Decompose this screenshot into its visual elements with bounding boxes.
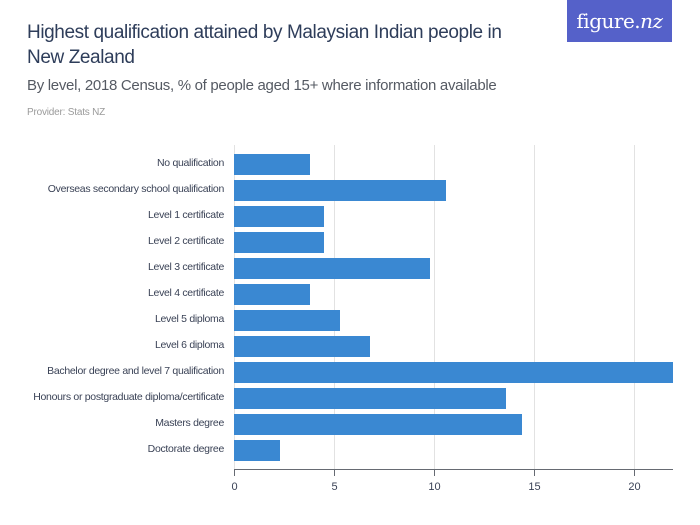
category-label: Bachelor degree and level 7 qualificatio… xyxy=(47,365,224,377)
x-axis-tick xyxy=(534,469,535,476)
category-label: Level 3 certificate xyxy=(147,261,224,273)
figure-nz-logo[interactable]: figure. nz xyxy=(567,0,672,42)
bar[interactable] xyxy=(234,362,673,383)
bar[interactable] xyxy=(234,440,280,461)
category-label: Doctorate degree xyxy=(147,443,225,455)
category-label: No qualification xyxy=(157,157,224,169)
bar[interactable] xyxy=(234,154,310,175)
x-axis-tick xyxy=(634,469,635,476)
bar[interactable] xyxy=(234,284,310,305)
x-axis-tick-label: 5 xyxy=(331,481,338,493)
category-label: Masters degree xyxy=(155,417,224,429)
gridline xyxy=(434,145,435,469)
x-axis-tick-label: 20 xyxy=(628,481,641,493)
bar[interactable] xyxy=(234,310,340,331)
category-label: Level 1 certificate xyxy=(147,209,224,221)
provider-label: Provider: Stats NZ xyxy=(27,107,106,118)
chart-subtitle: By level, 2018 Census, % of people aged … xyxy=(27,77,497,94)
category-label: Honours or postgraduate diploma/certific… xyxy=(33,391,224,403)
logo-accent: nz xyxy=(640,9,663,33)
bar[interactable] xyxy=(234,206,324,227)
category-label: Level 4 certificate xyxy=(147,287,224,299)
gridline xyxy=(534,145,535,469)
gridline xyxy=(634,145,635,469)
gridline xyxy=(334,145,335,469)
bar[interactable] xyxy=(234,336,370,357)
category-label: Level 2 certificate xyxy=(147,235,224,247)
category-label: Overseas secondary school qualification xyxy=(47,183,225,195)
logo-text: figure. xyxy=(576,9,641,33)
x-axis-tick xyxy=(334,469,335,476)
category-label: Level 6 diploma xyxy=(154,339,224,351)
category-label: Level 5 diploma xyxy=(154,313,224,325)
x-axis-tick xyxy=(234,469,235,476)
bar[interactable] xyxy=(234,258,430,279)
bar[interactable] xyxy=(234,232,324,253)
x-axis-tick xyxy=(434,469,435,476)
bar[interactable] xyxy=(234,414,522,435)
gridline xyxy=(234,145,235,469)
x-axis-tick-label: 15 xyxy=(528,481,541,493)
bar[interactable] xyxy=(234,180,446,201)
x-axis-line xyxy=(234,469,673,470)
bar[interactable] xyxy=(234,388,506,409)
x-axis-tick-label: 0 xyxy=(231,481,238,493)
x-axis-tick-label: 10 xyxy=(428,481,441,493)
chart-title: Highest qualification attained by Malays… xyxy=(27,22,502,68)
